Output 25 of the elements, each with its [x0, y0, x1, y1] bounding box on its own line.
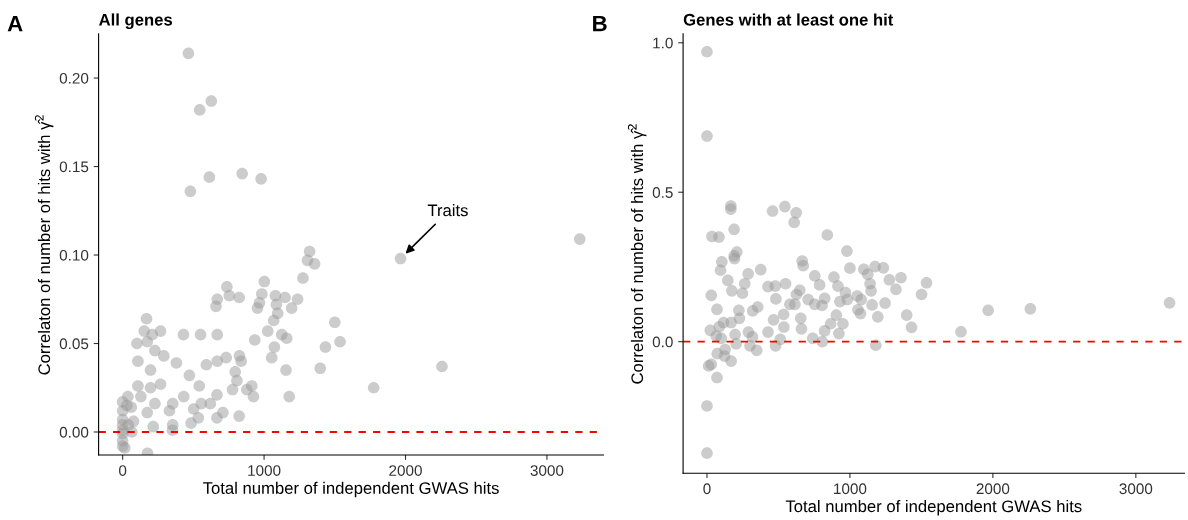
x-tick-label: 3000 [1119, 483, 1153, 495]
chart-title: Genes with at least one hit [683, 13, 894, 26]
x-tick-label: 1000 [834, 483, 867, 495]
y-tick-label: 0.00 [59, 426, 89, 438]
annotation: Traits [427, 204, 468, 217]
text: A [7, 15, 23, 32]
y-tick-label: 0.15 [59, 161, 89, 173]
y-axis-title: Correlaton of number of hits with γ̂$^{2}$ [627, 124, 647, 384]
y-tick-label: 0.5 [652, 187, 673, 198]
x-tick-label: 2000 [389, 465, 422, 476]
y-tick-label: 0.05 [59, 338, 89, 350]
y-tick-label: 1.0 [653, 37, 673, 49]
y-tick-label: 0.10 [59, 249, 89, 261]
chart-title: All genes [99, 13, 173, 29]
y-tick-label: 0.20 [59, 72, 89, 84]
text: B [593, 15, 607, 32]
x-tick-label: 0 [703, 483, 711, 495]
x-tick-label: 2000 [976, 483, 1010, 495]
x-tick-label: 1000 [248, 465, 281, 476]
y-tick-label: 0.0 [652, 336, 673, 348]
y-axis-title: Correlaton of number of hits with γ̂$^{2}$ [34, 115, 54, 375]
x-axis-title: Total number of independent GWAS hits [203, 481, 499, 498]
x-axis-title: Total number of independent GWAS hits [785, 499, 1082, 516]
x-tick-label: 3000 [530, 465, 564, 476]
x-tick-label: 0 [119, 465, 127, 476]
